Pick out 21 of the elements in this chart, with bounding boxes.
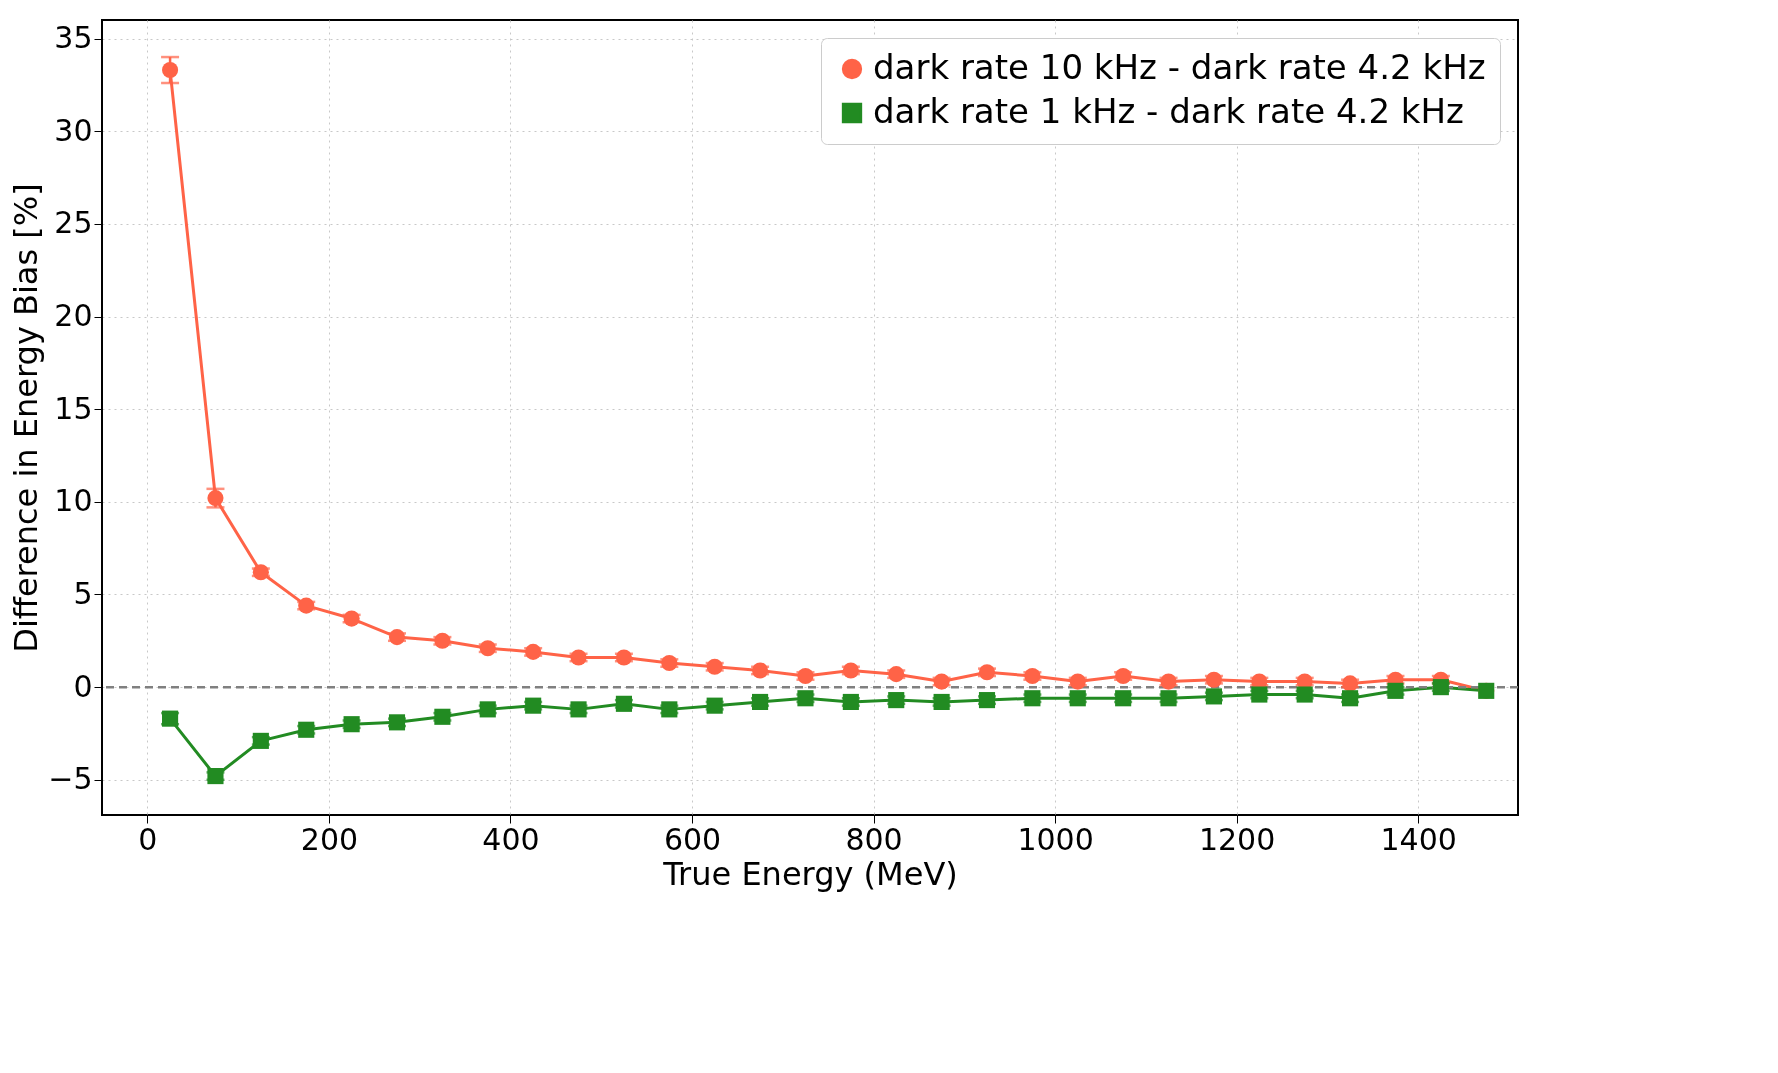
x-axis-title: True Energy (MeV) xyxy=(662,854,958,893)
y-tick-label: 0 xyxy=(73,668,93,704)
y-tick-label: 15 xyxy=(54,390,93,426)
y-tick-label: 25 xyxy=(54,205,93,241)
y-tick-label: 10 xyxy=(54,483,93,519)
y-tick-label: 5 xyxy=(73,575,93,611)
y-tick-label: 30 xyxy=(54,112,93,148)
y-tick-label: 35 xyxy=(54,20,93,56)
y-tick-label: 20 xyxy=(54,298,93,333)
x-tick-label: 1200 xyxy=(1198,821,1276,857)
x-tick-label: 1400 xyxy=(1380,821,1457,857)
y-axis-title: Difference in Energy Bias [%] xyxy=(7,183,46,653)
x-tick-label: 800 xyxy=(845,821,903,857)
y-tick-label: −5 xyxy=(48,761,93,797)
x-tick-label: 400 xyxy=(482,821,540,857)
x-tick-label: 200 xyxy=(300,821,359,857)
legend-label: dark rate 1 kHz - dark rate 4.2 kHz xyxy=(873,91,1464,131)
x-tick-label: 0 xyxy=(138,821,158,857)
legend-label: dark rate 10 kHz - dark rate 4.2 kHz xyxy=(873,47,1486,87)
x-tick-label: 1000 xyxy=(1017,821,1094,857)
x-tick-label: 600 xyxy=(663,821,722,857)
